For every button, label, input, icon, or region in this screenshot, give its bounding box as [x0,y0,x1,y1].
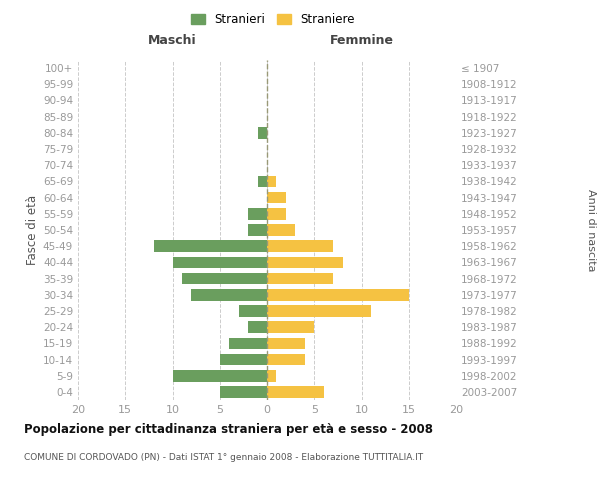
Bar [191,289,267,300]
Bar [267,338,305,349]
Bar [267,370,277,382]
Bar [173,370,267,382]
Bar [267,192,286,203]
Bar [267,208,286,220]
Bar [154,240,267,252]
Bar [267,322,314,333]
Bar [229,338,267,349]
Bar [182,272,267,284]
Bar [248,224,267,236]
Bar [239,305,267,317]
Bar [267,224,295,236]
Bar [173,256,267,268]
Bar [267,354,305,366]
Bar [257,127,267,138]
Bar [267,176,277,188]
Legend: Stranieri, Straniere: Stranieri, Straniere [186,8,360,31]
Text: Femmine: Femmine [329,34,394,47]
Text: COMUNE DI CORDOVADO (PN) - Dati ISTAT 1° gennaio 2008 - Elaborazione TUTTITALIA.: COMUNE DI CORDOVADO (PN) - Dati ISTAT 1°… [24,452,423,462]
Bar [248,322,267,333]
Text: Maschi: Maschi [148,34,197,47]
Text: Popolazione per cittadinanza straniera per età e sesso - 2008: Popolazione per cittadinanza straniera p… [24,422,433,436]
Bar [257,176,267,188]
Bar [267,289,409,300]
Bar [220,386,267,398]
Bar [248,208,267,220]
Bar [267,272,333,284]
Bar [220,354,267,366]
Bar [267,256,343,268]
Bar [267,240,333,252]
Bar [267,386,324,398]
Bar [267,305,371,317]
Text: Anni di nascita: Anni di nascita [586,188,596,271]
Y-axis label: Fasce di età: Fasce di età [26,195,39,265]
